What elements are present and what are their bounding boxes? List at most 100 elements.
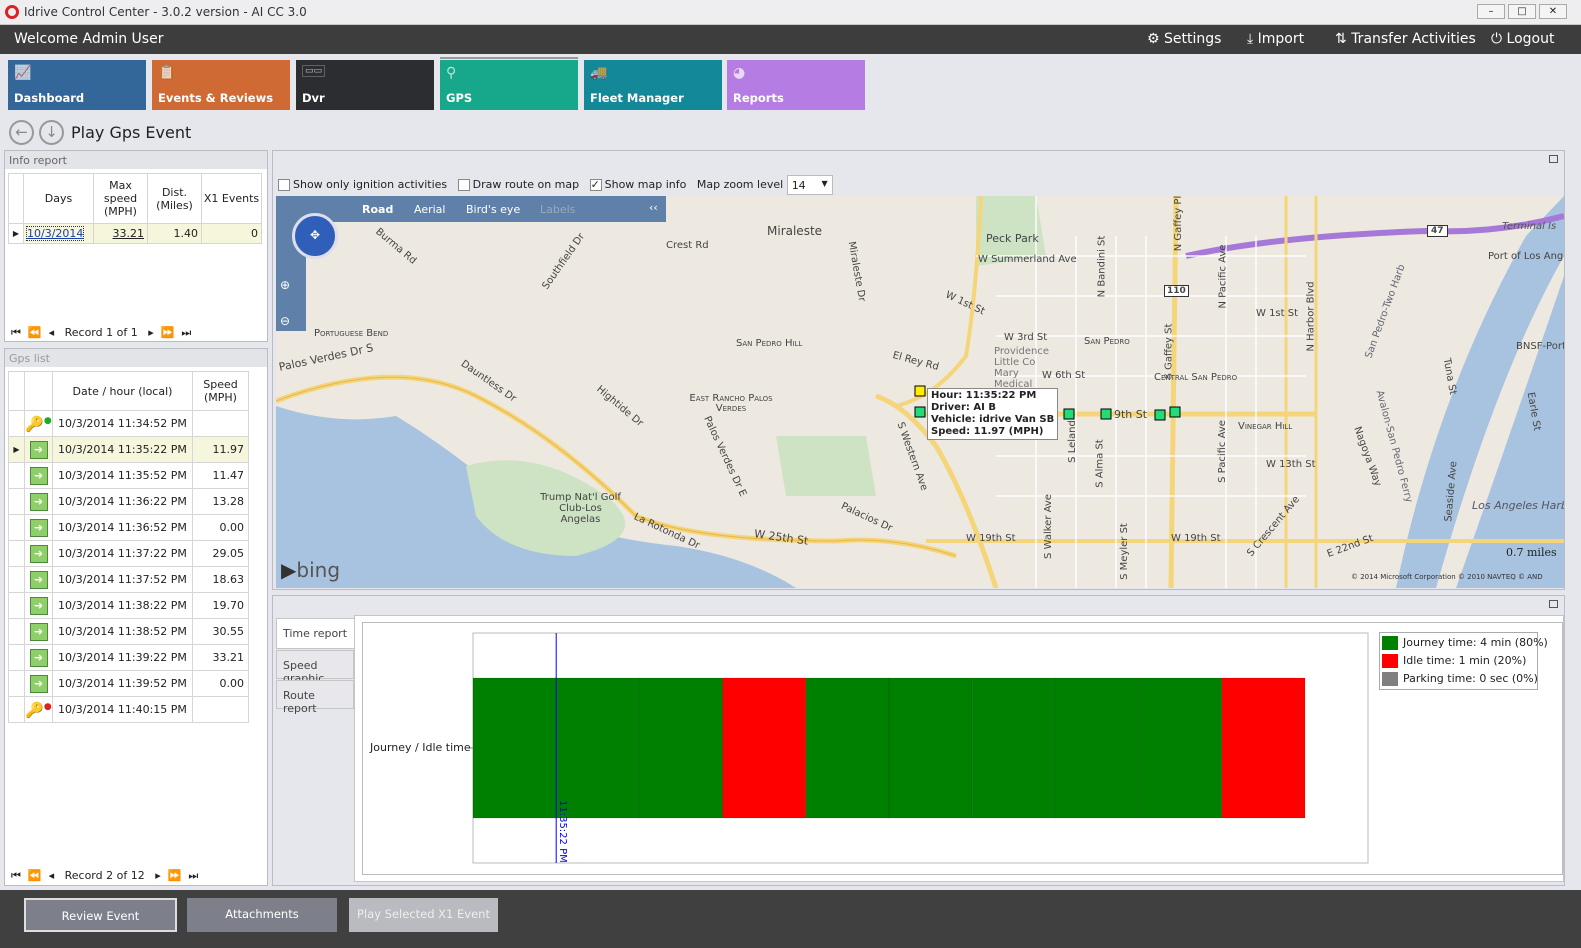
chart-legend: Journey time: 4 min (80%) Idle time: 1 mi… [1379,632,1548,690]
info-report-panel: Info report Days Max speed (MPH) Dist. (… [4,150,268,342]
speed-cell: 13.28 [192,488,249,515]
table-row[interactable]: ➜ 10/3/2014 11:36:52 PM 0.00 [8,514,249,541]
maximize-panel-icon[interactable] [1549,600,1558,608]
show-map-info-checkbox[interactable]: ✓ Show map info [589,178,686,191]
map-label: S Alma St [1094,439,1106,488]
zoom-in-icon[interactable]: ⊕ [280,278,291,292]
x1-cell: 0 [201,223,262,244]
map-mode-birdseye[interactable]: Bird's eye [466,203,521,216]
tile-fleet-manager[interactable]: 🚚 Fleet Manager [584,60,722,110]
col-x1-events[interactable]: X1 Events [201,173,262,224]
tile-dvr[interactable]: ▭▭ Dvr [296,60,434,110]
gps-point-icon: ➜ [29,466,48,485]
clipboard-icon: 📋 [158,65,176,81]
import-button[interactable]: ⤓ Import [1247,31,1304,47]
table-row[interactable]: 🔑● 10/3/2014 11:40:15 PM [8,696,249,723]
checkmark-icon: ✓ [589,178,602,191]
map-label: East Rancho Palos Verdes [689,393,773,414]
trucks-icon: 🚚 [590,65,608,81]
table-row[interactable]: ➜ 10/3/2014 11:35:52 PM 11.47 [8,462,249,489]
map-canvas[interactable]: Miraleste Peck Park W Summerland Ave Cre… [276,196,1564,588]
table-row[interactable]: ➜ 10/3/2014 11:37:52 PM 18.63 [8,566,249,593]
map-mode-road[interactable]: Road [362,203,394,216]
row-indicator [8,462,25,489]
tile-label: Fleet Manager [590,91,684,105]
row-indicator [8,592,25,619]
map-mode-labels[interactable]: Labels [540,203,576,216]
col-days[interactable]: Days [23,173,94,224]
tab-route-report[interactable]: Route report [276,680,354,715]
record-text: Record 1 of 1 [64,326,138,339]
row-indicator [8,696,25,723]
ocean-area [276,406,796,588]
close-button[interactable]: ✕ [1539,4,1567,19]
checkbox-icon [457,179,470,191]
map-label: W 1st St [1256,308,1299,319]
col-speed[interactable]: Speed (MPH) [192,371,249,411]
table-row[interactable]: ➜ 10/3/2014 11:37:22 PM 29.05 [8,540,249,567]
play-x1-event-button[interactable]: Play Selected X1 Event [349,898,498,932]
maximize-panel-icon[interactable] [1549,155,1558,163]
table-row[interactable]: 🔑● 10/3/2014 11:34:52 PM [8,410,249,437]
ignition-only-checkbox[interactable]: Show only ignition activities [278,178,447,191]
map-mode-bar: Road Aerial Bird's eye Labels ‹‹ [276,196,666,222]
table-row[interactable]: ▶ 10/3/2014 33.21 1.40 0 [8,223,262,244]
map-graphics [276,196,1564,588]
tile-events-reviews[interactable]: 📋 Events & Reviews [152,60,290,110]
info-record-navigator[interactable]: ⏮ ⏪ ◂ Record 1 of 1 ▸ ⏩ ⏭ [11,326,192,339]
tab-speed-graphic[interactable]: Speed graphic [276,650,354,685]
collapse-toolbar-button[interactable]: ‹‹ [649,201,658,214]
download-icon: ⤓ [1247,31,1254,47]
map-label: N Pacific Ave [1217,244,1229,309]
minimize-button[interactable]: – [1477,4,1505,19]
zoom-out-icon[interactable]: ⊖ [280,314,291,328]
back-arrow-icon[interactable]: ← [9,120,34,145]
pan-control-icon[interactable]: ✥ [292,213,338,259]
zoom-level-select[interactable]: 14 ▼ [786,175,833,195]
table-row[interactable]: ➜ 10/3/2014 11:39:52 PM 0.00 [8,670,249,697]
time-cell: 10/3/2014 11:39:52 PM [52,670,193,697]
cursor-label: 11:35:22 PM [557,800,568,863]
map-label: Crest Rd [666,240,709,251]
dist-cell: 1.40 [147,223,202,244]
tile-reports[interactable]: ◕ Reports [727,60,865,110]
table-row[interactable]: ➜ 10/3/2014 11:36:22 PM 13.28 [8,488,249,515]
row-indicator [8,488,25,515]
row-indicator [8,618,25,645]
table-row[interactable]: ➜ 10/3/2014 11:38:52 PM 30.55 [8,618,249,645]
page-title: Play Gps Event [71,123,192,142]
col-date-hour[interactable]: Date / hour (local) [52,371,193,411]
review-event-button[interactable]: Review Event [24,898,177,932]
tile-dashboard[interactable]: 📈 Dashboard [8,60,146,110]
table-row[interactable]: ➜ 10/3/2014 11:38:22 PM 19.70 [8,592,249,619]
window-titlebar: Idrive Control Center - 3.0.2 version - … [0,0,1581,25]
draw-route-checkbox[interactable]: Draw route on map [457,178,579,191]
transfer-activities-button[interactable]: ⇅ Transfer Activities [1335,31,1476,47]
day-link[interactable]: 10/3/2014 [25,226,85,241]
map-mode-aerial[interactable]: Aerial [414,203,446,216]
logout-button[interactable]: ⏻ Logout [1491,31,1554,47]
down-arrow-icon[interactable]: ↓ [39,120,64,145]
import-label: Import [1257,31,1305,47]
max-speed-cell[interactable]: 33.21 [93,223,148,244]
table-row[interactable]: ▶ ➜ 10/3/2014 11:35:22 PM 11.97 [8,436,249,463]
map-label: S Pacific Ave [1216,420,1228,483]
map-label: San Pedro [1084,336,1130,347]
gps-record-navigator[interactable]: ⏮ ⏪ ◂ Record 2 of 12 ▸ ⏩ ⏭ [11,869,199,882]
park [776,436,876,496]
tooltip-hour: Hour: 11:35:22 PM [931,390,1037,401]
tab-time-report[interactable]: Time report [276,618,354,649]
pie-icon: ◕ [733,65,746,81]
maximize-button[interactable]: □ [1508,4,1536,19]
col-dist[interactable]: Dist. (Miles) [147,173,202,224]
table-row[interactable]: ➜ 10/3/2014 11:39:22 PM 33.21 [8,644,249,671]
settings-button[interactable]: ⚙ Settings [1147,31,1221,47]
tile-label: Dashboard [14,91,85,105]
golf-park [466,460,626,556]
time-cell: 10/3/2014 11:34:52 PM [52,410,193,437]
tile-gps[interactable]: ⚲ GPS [440,60,578,110]
gps-point-icon: ➜ [29,596,48,615]
map-copyright: © 2014 Microsoft Corporation © 2010 NAVT… [1351,573,1543,581]
attachments-button[interactable]: Attachments [187,898,337,932]
col-max-speed[interactable]: Max speed (MPH) [93,173,148,224]
